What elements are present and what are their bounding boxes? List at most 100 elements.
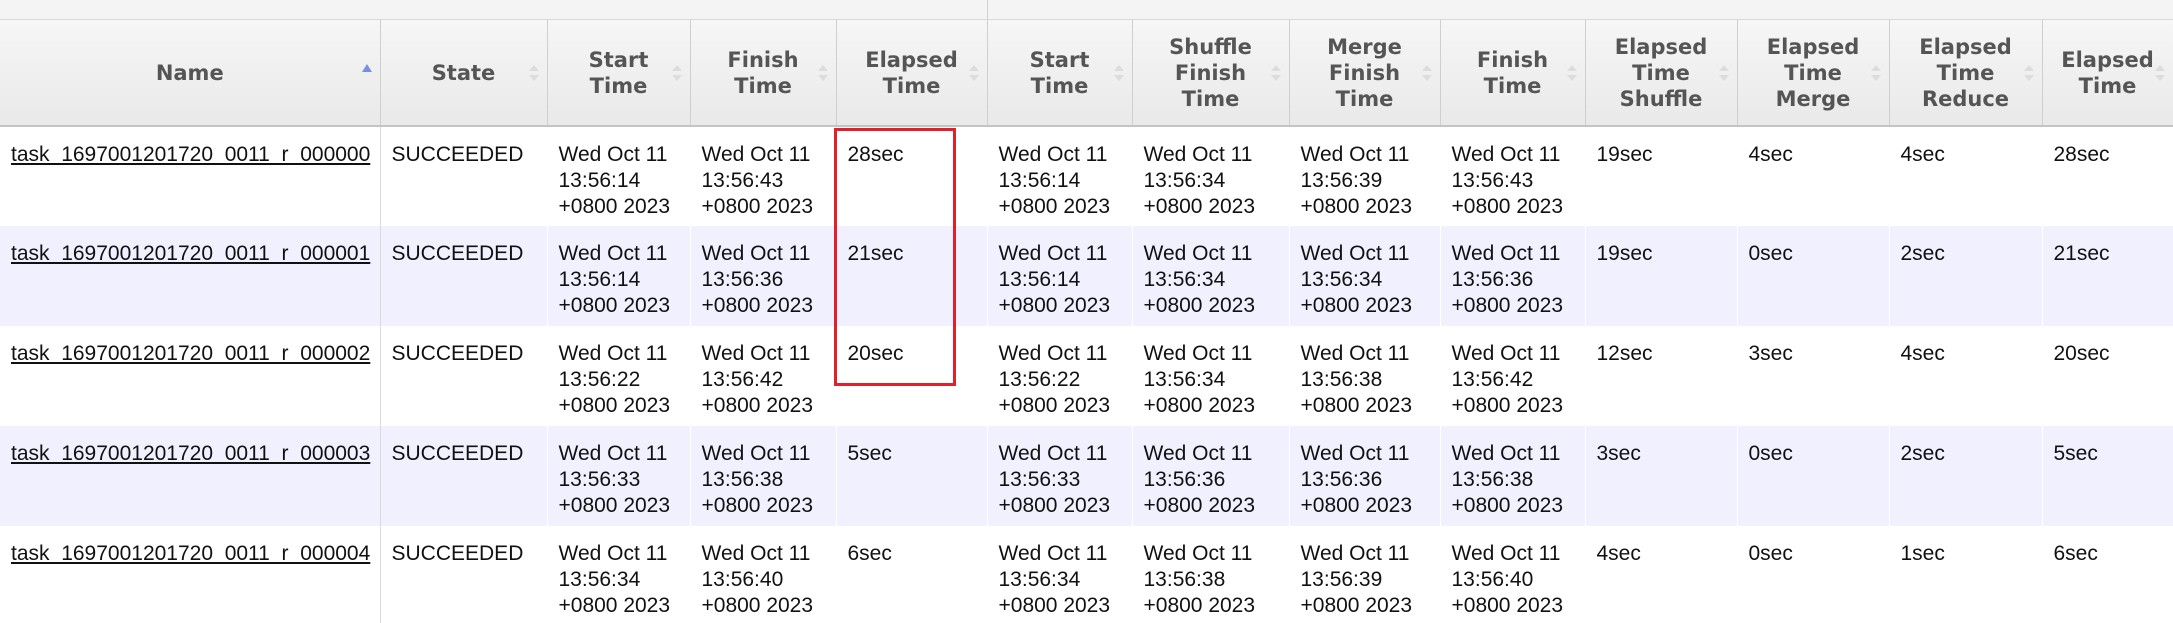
attempt-elapsed-cell: 28sec [2042, 126, 2173, 226]
task-name-cell: task_1697001201720_0011_r_000003 [0, 426, 381, 526]
attempt-start-time-cell: Wed Oct 11 13:56:33 +0800 2023 [987, 426, 1132, 526]
column-header-attempt-finish-time[interactable]: Finish Time [1440, 20, 1586, 127]
elapsed-time-cell: 28sec [836, 126, 987, 226]
attempt-finish-time-cell: Wed Oct 11 13:56:36 +0800 2023 [1440, 226, 1585, 326]
state-cell: SUCCEEDED [380, 126, 547, 226]
sort-icon[interactable] [2023, 64, 2034, 82]
elapsed-time-cell: 6sec [836, 526, 987, 623]
shuffle-finish-time-cell: Wed Oct 11 13:56:38 +0800 2023 [1132, 526, 1289, 623]
sort-icon[interactable] [1113, 64, 1124, 82]
merge-finish-time-cell: Wed Oct 11 13:56:38 +0800 2023 [1289, 326, 1440, 426]
sort-icon[interactable] [1870, 64, 1881, 82]
column-header-elapsed-time-shuffle[interactable]: Elapsed Time Shuffle [1585, 20, 1738, 127]
attempt-finish-time-cell: Wed Oct 11 13:56:38 +0800 2023 [1440, 426, 1585, 526]
elapsed-merge-cell: 4sec [1737, 126, 1889, 226]
sort-icon[interactable] [671, 64, 682, 82]
column-header-state[interactable]: State [380, 20, 548, 127]
finish-time-cell: Wed Oct 11 13:56:42 +0800 2023 [690, 326, 836, 426]
elapsed-reduce-cell: 1sec [1889, 526, 2042, 623]
task-name-cell: task_1697001201720_0011_r_000004 [0, 526, 381, 623]
state-cell: SUCCEEDED [380, 226, 547, 326]
table-row: task_1697001201720_0011_r_000002 SUCCEED… [0, 326, 2173, 426]
attempt-start-time-cell: Wed Oct 11 13:56:22 +0800 2023 [987, 326, 1132, 426]
task-link[interactable]: task_1697001201720_0011_r_000004 [11, 542, 371, 565]
elapsed-reduce-cell: 4sec [1889, 126, 2042, 226]
column-header-shuffle-finish-time[interactable]: Shuffle Finish Time [1132, 20, 1290, 127]
elapsed-shuffle-cell: 4sec [1585, 526, 1737, 623]
attempt-elapsed-cell: 21sec [2042, 226, 2173, 326]
attempt-elapsed-cell: 5sec [2042, 426, 2173, 526]
merge-finish-time-cell: Wed Oct 11 13:56:39 +0800 2023 [1289, 126, 1440, 226]
elapsed-shuffle-cell: 19sec [1585, 226, 1737, 326]
reduce-tasks-table: Name State Start Time Finish Time Elapse… [0, 20, 2173, 623]
column-header-merge-finish-time[interactable]: Merge Finish Time [1289, 20, 1441, 127]
sort-icon[interactable] [1270, 64, 1281, 82]
elapsed-time-cell: 21sec [836, 226, 987, 326]
merge-finish-time-cell: Wed Oct 11 13:56:39 +0800 2023 [1289, 526, 1440, 623]
elapsed-time-cell: 20sec [836, 326, 987, 426]
start-time-cell: Wed Oct 11 13:56:14 +0800 2023 [547, 226, 690, 326]
task-link[interactable]: task_1697001201720_0011_r_000003 [11, 442, 371, 465]
column-header-elapsed-time-merge[interactable]: Elapsed Time Merge [1737, 20, 1890, 127]
elapsed-merge-cell: 0sec [1737, 226, 1889, 326]
sort-icon[interactable] [1718, 64, 1729, 82]
start-time-cell: Wed Oct 11 13:56:34 +0800 2023 [547, 526, 690, 623]
elapsed-merge-cell: 0sec [1737, 426, 1889, 526]
elapsed-merge-cell: 0sec [1737, 526, 1889, 623]
attempt-start-time-cell: Wed Oct 11 13:56:34 +0800 2023 [987, 526, 1132, 623]
merge-finish-time-cell: Wed Oct 11 13:56:36 +0800 2023 [1289, 426, 1440, 526]
column-header-name[interactable]: Name [0, 20, 381, 127]
attempt-finish-time-cell: Wed Oct 11 13:56:42 +0800 2023 [1440, 326, 1585, 426]
column-header-elapsed-time[interactable]: Elapsed Time [836, 20, 988, 127]
shuffle-finish-time-cell: Wed Oct 11 13:56:34 +0800 2023 [1132, 126, 1289, 226]
elapsed-reduce-cell: 2sec [1889, 226, 2042, 326]
attempt-start-time-cell: Wed Oct 11 13:56:14 +0800 2023 [987, 226, 1132, 326]
start-time-cell: Wed Oct 11 13:56:14 +0800 2023 [547, 126, 690, 226]
elapsed-merge-cell: 3sec [1737, 326, 1889, 426]
task-link[interactable]: task_1697001201720_0011_r_000000 [11, 143, 371, 166]
task-name-cell: task_1697001201720_0011_r_000002 [0, 326, 381, 426]
attempt-finish-time-cell: Wed Oct 11 13:56:40 +0800 2023 [1440, 526, 1585, 623]
sort-icon[interactable] [2154, 64, 2165, 82]
finish-time-cell: Wed Oct 11 13:56:43 +0800 2023 [690, 126, 836, 226]
column-header-start-time[interactable]: Start Time [547, 20, 691, 127]
attempt-start-time-cell: Wed Oct 11 13:56:14 +0800 2023 [987, 126, 1132, 226]
column-header-attempt-elapsed-time[interactable]: Elapsed Time [2042, 20, 2173, 127]
column-header-elapsed-time-reduce[interactable]: Elapsed Time Reduce [1889, 20, 2043, 127]
table-row: task_1697001201720_0011_r_000000 SUCCEED… [0, 126, 2173, 226]
table-row: task_1697001201720_0011_r_000004 SUCCEED… [0, 526, 2173, 623]
sort-icon[interactable] [528, 64, 539, 82]
table-header-row: Name State Start Time Finish Time Elapse… [0, 20, 2173, 127]
header-group-strip [0, 0, 2173, 20]
column-header-attempt-start-time[interactable]: Start Time [987, 20, 1133, 127]
shuffle-finish-time-cell: Wed Oct 11 13:56:34 +0800 2023 [1132, 326, 1289, 426]
elapsed-shuffle-cell: 3sec [1585, 426, 1737, 526]
sort-ascending-icon[interactable] [361, 63, 372, 82]
sort-icon[interactable] [1566, 64, 1577, 82]
task-name-cell: task_1697001201720_0011_r_000000 [0, 126, 381, 226]
sort-icon[interactable] [968, 64, 979, 82]
header-group-divider [987, 0, 988, 19]
column-header-finish-time[interactable]: Finish Time [690, 20, 837, 127]
elapsed-time-cell: 5sec [836, 426, 987, 526]
shuffle-finish-time-cell: Wed Oct 11 13:56:36 +0800 2023 [1132, 426, 1289, 526]
start-time-cell: Wed Oct 11 13:56:33 +0800 2023 [547, 426, 690, 526]
sort-icon[interactable] [817, 64, 828, 82]
attempt-finish-time-cell: Wed Oct 11 13:56:43 +0800 2023 [1440, 126, 1585, 226]
state-cell: SUCCEEDED [380, 326, 547, 426]
table-row: task_1697001201720_0011_r_000001 SUCCEED… [0, 226, 2173, 326]
start-time-cell: Wed Oct 11 13:56:22 +0800 2023 [547, 326, 690, 426]
elapsed-shuffle-cell: 19sec [1585, 126, 1737, 226]
task-name-cell: task_1697001201720_0011_r_000001 [0, 226, 381, 326]
attempt-elapsed-cell: 6sec [2042, 526, 2173, 623]
state-cell: SUCCEEDED [380, 526, 547, 623]
task-link[interactable]: task_1697001201720_0011_r_000002 [11, 342, 371, 365]
task-link[interactable]: task_1697001201720_0011_r_000001 [11, 242, 371, 265]
finish-time-cell: Wed Oct 11 13:56:40 +0800 2023 [690, 526, 836, 623]
table-row: task_1697001201720_0011_r_000003 SUCCEED… [0, 426, 2173, 526]
finish-time-cell: Wed Oct 11 13:56:38 +0800 2023 [690, 426, 836, 526]
sort-icon[interactable] [1421, 64, 1432, 82]
elapsed-reduce-cell: 4sec [1889, 326, 2042, 426]
elapsed-reduce-cell: 2sec [1889, 426, 2042, 526]
